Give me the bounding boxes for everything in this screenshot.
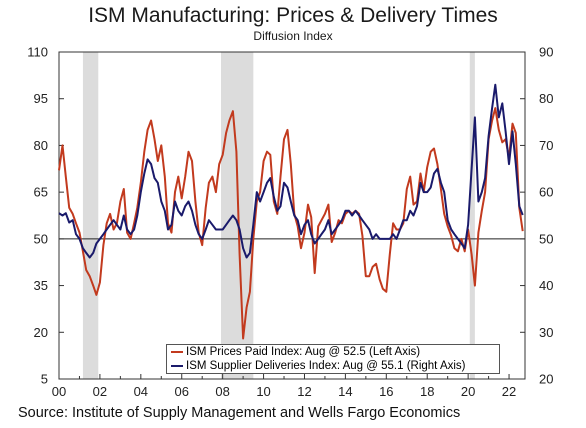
y-right-tick-label: 50 (539, 231, 553, 246)
x-tick-label: 16 (379, 384, 393, 399)
source-note: Source: Institute of Supply Management a… (18, 405, 461, 421)
series-line-supplier-deliveries (58, 83, 524, 259)
legend-item-supplier-deliveries: ISM Supplier Deliveries Index: Aug @ 55.… (171, 359, 499, 373)
x-tick-label: 04 (134, 384, 148, 399)
y-left-tick-label: 50 (34, 231, 48, 246)
recession-band (469, 52, 475, 379)
x-tick-label: 18 (420, 384, 434, 399)
y-right-tick-label: 20 (539, 372, 553, 387)
chart-legend: ISM Prices Paid Index: Aug @ 52.5 (Left … (166, 344, 500, 374)
x-tick-label: 10 (256, 384, 270, 399)
y-right-tick-label: 90 (539, 45, 553, 60)
x-tick-label: 08 (215, 384, 229, 399)
legend-swatch-deliveries (171, 365, 183, 367)
legend-item-prices-paid: ISM Prices Paid Index: Aug @ 52.5 (Left … (171, 345, 499, 359)
chart-title: ISM Manufacturing: Prices & Delivery Tim… (88, 4, 498, 27)
y-right-tick-label: 70 (539, 138, 553, 153)
y-left-tick-label: 35 (34, 278, 48, 293)
x-tick-label: 12 (297, 384, 311, 399)
y-left-tick-label: 80 (34, 138, 48, 153)
series-line-prices-paid (58, 107, 524, 340)
x-tick-label: 06 (175, 384, 189, 399)
x-tick-label: 14 (338, 384, 352, 399)
x-tick-label: 20 (461, 384, 475, 399)
y-right-tick-label: 40 (539, 278, 553, 293)
chart-subtitle: Diffusion Index (253, 29, 333, 43)
x-tick-label: 00 (52, 384, 66, 399)
y-left-tick-label: 95 (34, 91, 48, 106)
x-tick-label: 22 (502, 384, 516, 399)
y-left-tick-label: 20 (34, 325, 48, 340)
y-right-tick-label: 30 (539, 325, 553, 340)
x-tick-label: 02 (93, 384, 107, 399)
y-left-tick-label: 5 (41, 372, 48, 387)
plot-frame (58, 51, 526, 380)
recession-band (221, 52, 254, 379)
y-left-tick-label: 65 (34, 185, 48, 200)
y-right-tick-label: 60 (539, 185, 553, 200)
recession-band (82, 52, 99, 379)
y-right-tick-label: 80 (539, 91, 553, 106)
y-left-tick-label: 110 (27, 45, 48, 60)
legend-label-prices: ISM Prices Paid Index: Aug @ 52.5 (Left … (186, 346, 421, 358)
legend-label-deliveries: ISM Supplier Deliveries Index: Aug @ 55.… (186, 360, 466, 372)
legend-swatch-prices (171, 351, 183, 353)
